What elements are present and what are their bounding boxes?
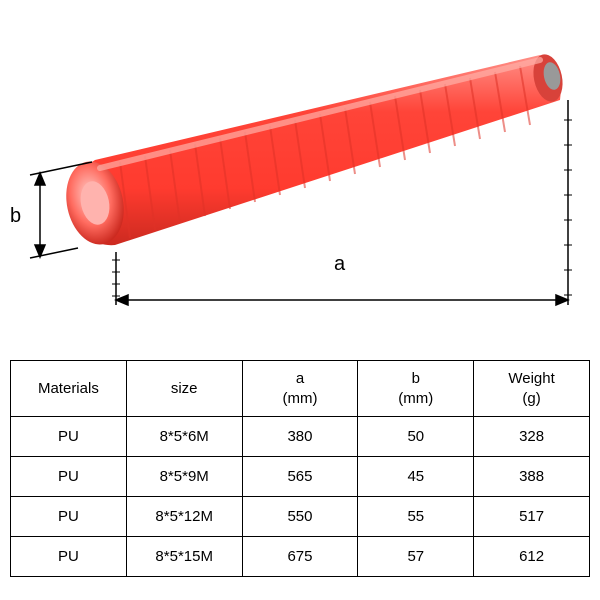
table-row: PU 8*5*9M 565 45 388	[11, 457, 590, 497]
col-size: size	[126, 361, 242, 417]
table-row: PU 8*5*15M 675 57 612	[11, 537, 590, 577]
table-body: PU 8*5*6M 380 50 328 PU 8*5*9M 565 45 38…	[11, 417, 590, 577]
spec-table: Materials size a(mm) b(mm) Weight(g) PU …	[10, 360, 590, 577]
hose-illustration	[0, 0, 600, 340]
table-header-row: Materials size a(mm) b(mm) Weight(g)	[11, 361, 590, 417]
label-b: b	[10, 205, 21, 228]
product-diagram: a b	[0, 0, 600, 340]
col-weight: Weight(g)	[474, 361, 590, 417]
col-b: b(mm)	[358, 361, 474, 417]
table-row: PU 8*5*6M 380 50 328	[11, 417, 590, 457]
table-row: PU 8*5*12M 550 55 517	[11, 497, 590, 537]
col-materials: Materials	[11, 361, 127, 417]
col-a: a(mm)	[242, 361, 358, 417]
label-a: a	[334, 253, 345, 276]
coiled-hose	[59, 52, 567, 250]
spec-table-container: Materials size a(mm) b(mm) Weight(g) PU …	[10, 360, 590, 577]
